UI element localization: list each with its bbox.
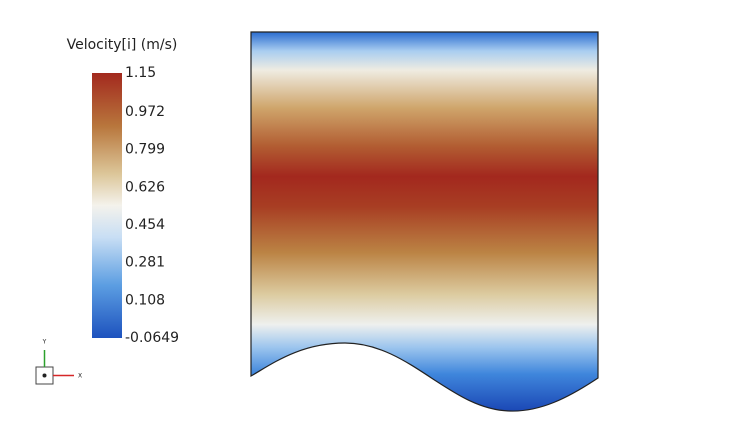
- legend-ticks: 1.15 0.972 0.799 0.626 0.454 0.281 0.108 -0.064…: [125, 65, 179, 346]
- triad-origin: [42, 373, 47, 378]
- axis-triad: Y X: [35, 339, 82, 385]
- color-bar: [92, 73, 122, 338]
- legend-tick-label: 0.108: [125, 292, 165, 308]
- legend-tick-label: 0.454: [125, 217, 165, 233]
- triad-x-label: X: [78, 373, 82, 380]
- legend-title: Velocity[i] (m/s): [67, 37, 178, 53]
- legend-tick-label: 0.972: [125, 104, 165, 120]
- legend-tick-label: 0.626: [125, 179, 165, 195]
- flow-domain: [250, 31, 599, 412]
- legend-tick-label: 1.15: [125, 65, 156, 81]
- triad-y-label: Y: [42, 339, 47, 346]
- legend-tick-label: -0.0649: [125, 330, 179, 346]
- legend-tick-label: 0.281: [125, 255, 165, 271]
- legend-tick-label: 0.799: [125, 142, 165, 158]
